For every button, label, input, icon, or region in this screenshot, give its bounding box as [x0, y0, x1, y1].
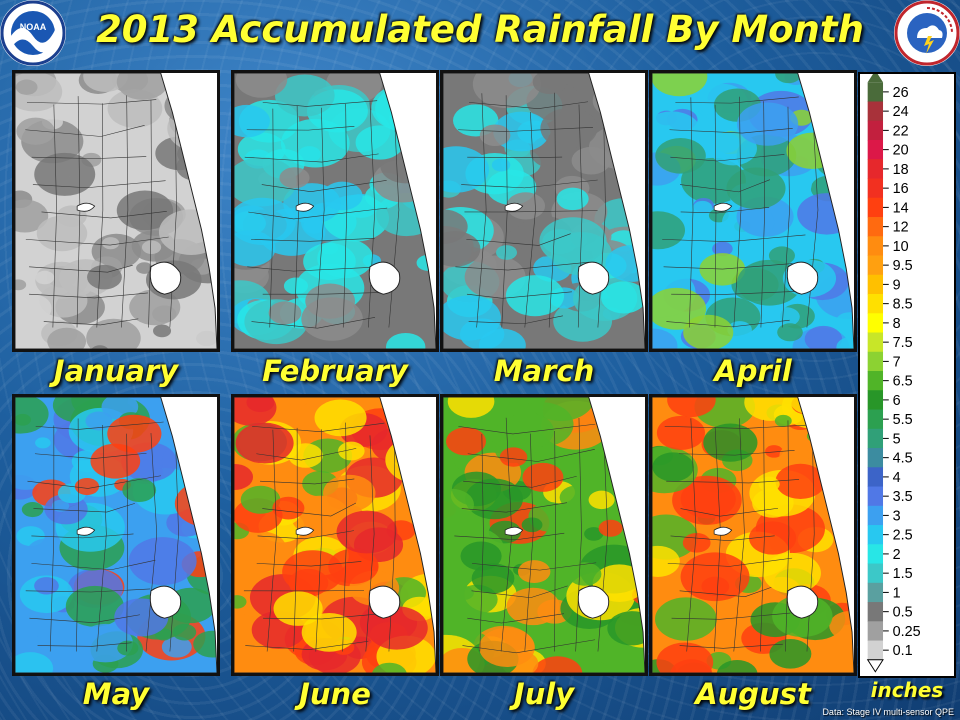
legend-swatch	[867, 371, 884, 391]
legend-swatch	[867, 640, 884, 661]
page-title: 2013 Accumulated Rainfall By Month	[96, 8, 864, 51]
rainfall-map-july	[440, 394, 648, 676]
rainfall-map-august	[649, 394, 857, 676]
legend-label: 20	[893, 142, 909, 158]
legend-label: 5.5	[893, 412, 913, 428]
legend-swatch	[867, 120, 884, 141]
legend-swatch	[867, 621, 884, 642]
noaa-logo-icon: NOAA	[0, 0, 66, 66]
legend-label: 0.5	[893, 604, 913, 620]
legend-swatch	[867, 390, 884, 411]
color-scale-legend: 26 24 22 20 18 16 14 12 10 9.5 9 8.5 8 7.5 7 6.5 6 5.5 5 4.…	[858, 72, 956, 678]
legend-swatch	[867, 602, 884, 622]
legend-swatch	[867, 525, 884, 545]
rainfall-map-february	[231, 70, 439, 352]
data-source-note: Data: Stage IV multi-sensor QPE	[822, 707, 954, 717]
legend-label: 8	[893, 316, 901, 332]
month-label-february: February	[262, 354, 408, 388]
legend-label: 0.1	[893, 643, 913, 659]
legend-label: 2	[893, 547, 901, 563]
legend-unit-label: inches	[870, 678, 944, 702]
legend-label: 7	[893, 354, 901, 370]
rainfall-map-january	[12, 70, 220, 352]
rainfall-map-june	[231, 394, 439, 676]
month-label-june: June	[299, 677, 371, 711]
legend-swatch	[867, 544, 884, 565]
noaa-logo-text: NOAA	[20, 22, 47, 32]
legend-swatch	[867, 313, 884, 334]
legend-label: 6	[893, 393, 901, 409]
month-label-march: March	[493, 354, 595, 388]
legend-swatch	[867, 563, 884, 584]
legend-swatch	[867, 582, 884, 603]
legend-swatch	[867, 101, 884, 122]
legend-label: 22	[893, 123, 909, 139]
legend-label: 9.5	[893, 258, 913, 274]
month-label-july: July	[513, 677, 575, 711]
legend-swatch	[867, 294, 884, 314]
legend-swatch	[867, 159, 884, 180]
rainfall-map-april	[649, 70, 857, 352]
legend-top-arrow	[867, 74, 884, 83]
legend-bottom-arrow	[866, 659, 884, 673]
nws-logo-icon	[894, 0, 960, 66]
legend-label: 6.5	[893, 373, 913, 389]
legend-swatch	[867, 351, 884, 372]
legend-swatch	[867, 255, 884, 276]
month-label-may: May	[82, 677, 150, 711]
legend-swatch	[867, 332, 884, 353]
month-label-april: April	[714, 354, 792, 388]
legend-swatch	[867, 140, 884, 160]
legend-swatch	[867, 505, 884, 526]
legend-label: 1	[893, 585, 901, 601]
month-label-august: August	[695, 677, 811, 711]
legend-label: 18	[893, 162, 909, 178]
legend-label: 12	[893, 219, 909, 235]
legend-swatch	[867, 428, 884, 449]
legend-swatch	[867, 274, 884, 295]
legend-label: 24	[893, 104, 909, 120]
legend-label: 16	[893, 181, 909, 197]
legend-swatch	[867, 409, 884, 430]
rainfall-map-march	[440, 70, 648, 352]
legend-swatch	[867, 197, 884, 218]
month-label-january: January	[53, 354, 179, 388]
legend-swatch	[867, 486, 884, 507]
legend-label: 0.25	[893, 624, 921, 640]
legend-swatch	[867, 467, 884, 488]
legend-label: 14	[893, 200, 909, 216]
rainfall-map-may	[12, 394, 220, 676]
legend-label: 7.5	[893, 335, 913, 351]
legend-swatch	[867, 236, 884, 257]
legend-label: 3.5	[893, 489, 913, 505]
legend-label: 26	[893, 85, 909, 101]
legend-label: 1.5	[893, 566, 913, 582]
legend-label: 5	[893, 431, 901, 447]
legend-label: 10	[893, 239, 909, 255]
legend-label: 4	[893, 470, 901, 486]
legend-label: 3	[893, 508, 901, 524]
legend-swatch	[867, 448, 884, 468]
legend-swatch	[867, 217, 884, 237]
legend-label: 9	[893, 277, 901, 293]
legend-swatch	[867, 178, 884, 199]
legend-label: 4.5	[893, 450, 913, 466]
legend-label: 8.5	[893, 296, 913, 312]
legend-label: 2.5	[893, 527, 913, 543]
legend-swatch	[867, 82, 884, 103]
